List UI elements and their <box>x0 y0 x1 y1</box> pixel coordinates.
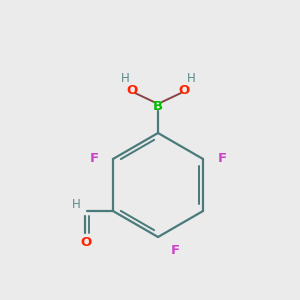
Text: F: F <box>170 244 180 257</box>
Text: F: F <box>89 152 98 166</box>
Text: F: F <box>218 152 226 166</box>
Text: H: H <box>72 197 80 211</box>
Text: H: H <box>187 73 195 85</box>
Text: B: B <box>153 100 163 112</box>
Text: H: H <box>121 73 129 85</box>
Text: O: O <box>80 236 92 248</box>
Text: O: O <box>178 83 190 97</box>
Text: O: O <box>126 83 138 97</box>
